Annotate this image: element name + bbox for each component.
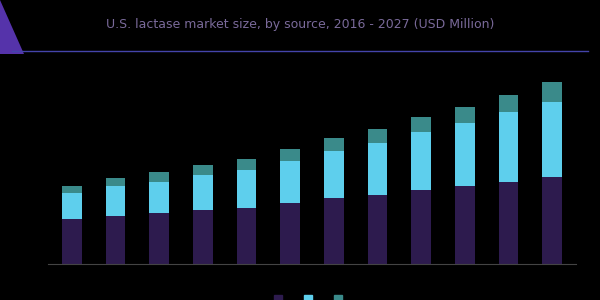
Bar [411,132,431,190]
Bar [62,219,82,264]
Bar [324,151,344,198]
Bar [542,102,562,177]
Bar [455,186,475,264]
Bar [149,172,169,182]
Bar [193,175,213,210]
Bar [542,177,562,264]
Bar [237,159,256,170]
Bar [237,170,256,208]
Polygon shape [0,0,24,54]
Bar [411,117,431,132]
Bar [62,194,82,219]
Bar [193,165,213,175]
Bar [193,210,213,264]
Bar [368,195,387,264]
Bar [149,182,169,214]
Bar [280,149,300,161]
Bar [324,138,344,151]
Bar [455,106,475,123]
Bar [106,178,125,186]
Text: U.S. lactase market size, by source, 2016 - 2027 (USD Million): U.S. lactase market size, by source, 201… [106,18,494,31]
Bar [106,186,125,216]
Bar [106,216,125,264]
Bar [499,95,518,112]
Bar [280,160,300,203]
Bar [542,82,562,102]
Bar [499,182,518,264]
Bar [368,143,387,195]
Bar [237,208,256,264]
Bar [455,123,475,186]
Bar [499,112,518,182]
Bar [368,129,387,143]
Bar [324,198,344,264]
Legend: , , : , , [274,294,350,300]
Bar [62,186,82,194]
Bar [280,203,300,264]
Bar [149,214,169,264]
Bar [411,190,431,264]
